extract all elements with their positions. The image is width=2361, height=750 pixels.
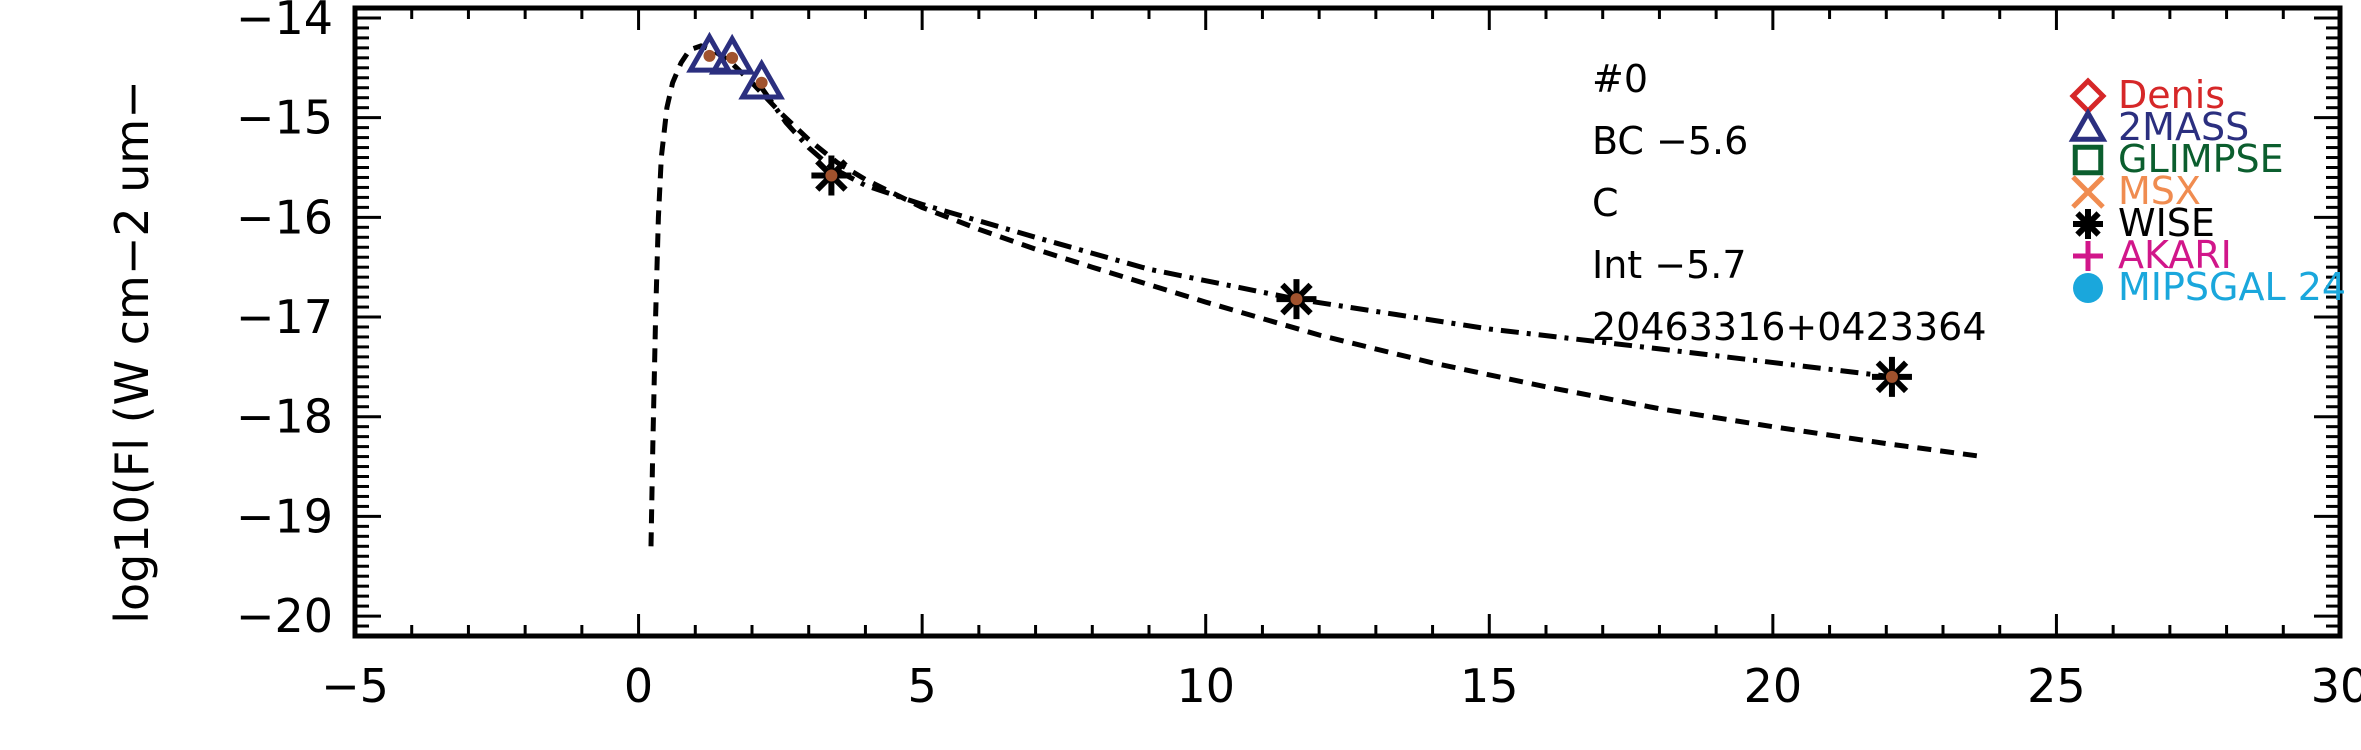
data-point-dot <box>703 50 715 62</box>
triangle-icon <box>2073 113 2103 139</box>
model-lines <box>651 46 1983 546</box>
data-point-dot <box>825 169 837 181</box>
data-point-dot <box>1886 371 1898 383</box>
annotation-source-id: 20463316+0423364 <box>1592 305 1987 349</box>
square-icon <box>2075 147 2101 173</box>
y-tick-label: −17 <box>236 290 333 344</box>
y-tick-label: −15 <box>236 91 333 145</box>
annotation-index: #0 <box>1592 57 1648 101</box>
y-tick-label: −19 <box>236 489 333 543</box>
y-tick-label: −20 <box>236 589 333 643</box>
y-tick-label: −16 <box>236 190 333 244</box>
x-icon <box>2073 177 2103 207</box>
data-point-dot <box>756 77 768 89</box>
x-tick-label: 15 <box>1460 659 1519 713</box>
x-tick-label: 20 <box>1744 659 1803 713</box>
annotation-bc: BC −5.6 <box>1592 119 1748 163</box>
y-tick-label: −18 <box>236 390 333 444</box>
annotation-class: C <box>1592 181 1619 225</box>
diamond-icon <box>2073 81 2103 111</box>
x-tick-label: 0 <box>624 659 653 713</box>
data-point-dot <box>726 52 738 64</box>
x-tick-label: 30 <box>2311 659 2361 713</box>
circle-icon <box>2073 273 2103 303</box>
y-axis-title: log10(Fl (W cm−2 um− <box>105 80 159 624</box>
asterisk-icon <box>2073 209 2103 239</box>
x-tick-label: 25 <box>2027 659 2086 713</box>
legend-item: MIPSGAL 24 <box>2073 265 2346 309</box>
plus-icon <box>2073 241 2103 271</box>
y-tick-label: −14 <box>236 0 333 45</box>
annotation-block: #0 BC −5.6 C Int −5.7 20463316+0423364 <box>1592 57 1987 349</box>
data-point-dot <box>1290 293 1302 305</box>
x-tick-label: 10 <box>1176 659 1235 713</box>
annotation-int: Int −5.7 <box>1592 243 1747 287</box>
model-curve-dashed <box>651 46 1983 546</box>
x-tick-label: 5 <box>908 659 937 713</box>
legend-label: MIPSGAL 24 <box>2118 265 2346 309</box>
x-tick-label: −5 <box>321 659 389 713</box>
axes: −5 0 5 10 15 20 25 30 −20 −19 −18 −17 −16 −15 −14 <box>236 0 2361 713</box>
